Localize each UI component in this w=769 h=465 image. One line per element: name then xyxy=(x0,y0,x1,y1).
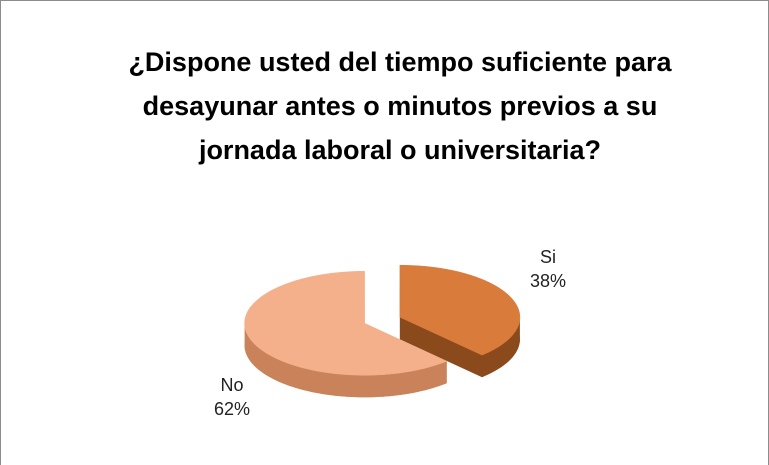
slice-cut xyxy=(399,317,483,378)
slice-side xyxy=(482,317,520,378)
slice xyxy=(244,271,448,376)
slice-value-label: 38% xyxy=(530,271,566,291)
slice-value-label: 62% xyxy=(214,399,250,419)
chart-title: ¿Dispone usted del tiempo suficiente par… xyxy=(128,47,672,165)
slice-category: No xyxy=(220,375,243,395)
slice-side xyxy=(244,323,447,398)
slice xyxy=(399,264,521,356)
slice-category: Si xyxy=(540,247,556,267)
